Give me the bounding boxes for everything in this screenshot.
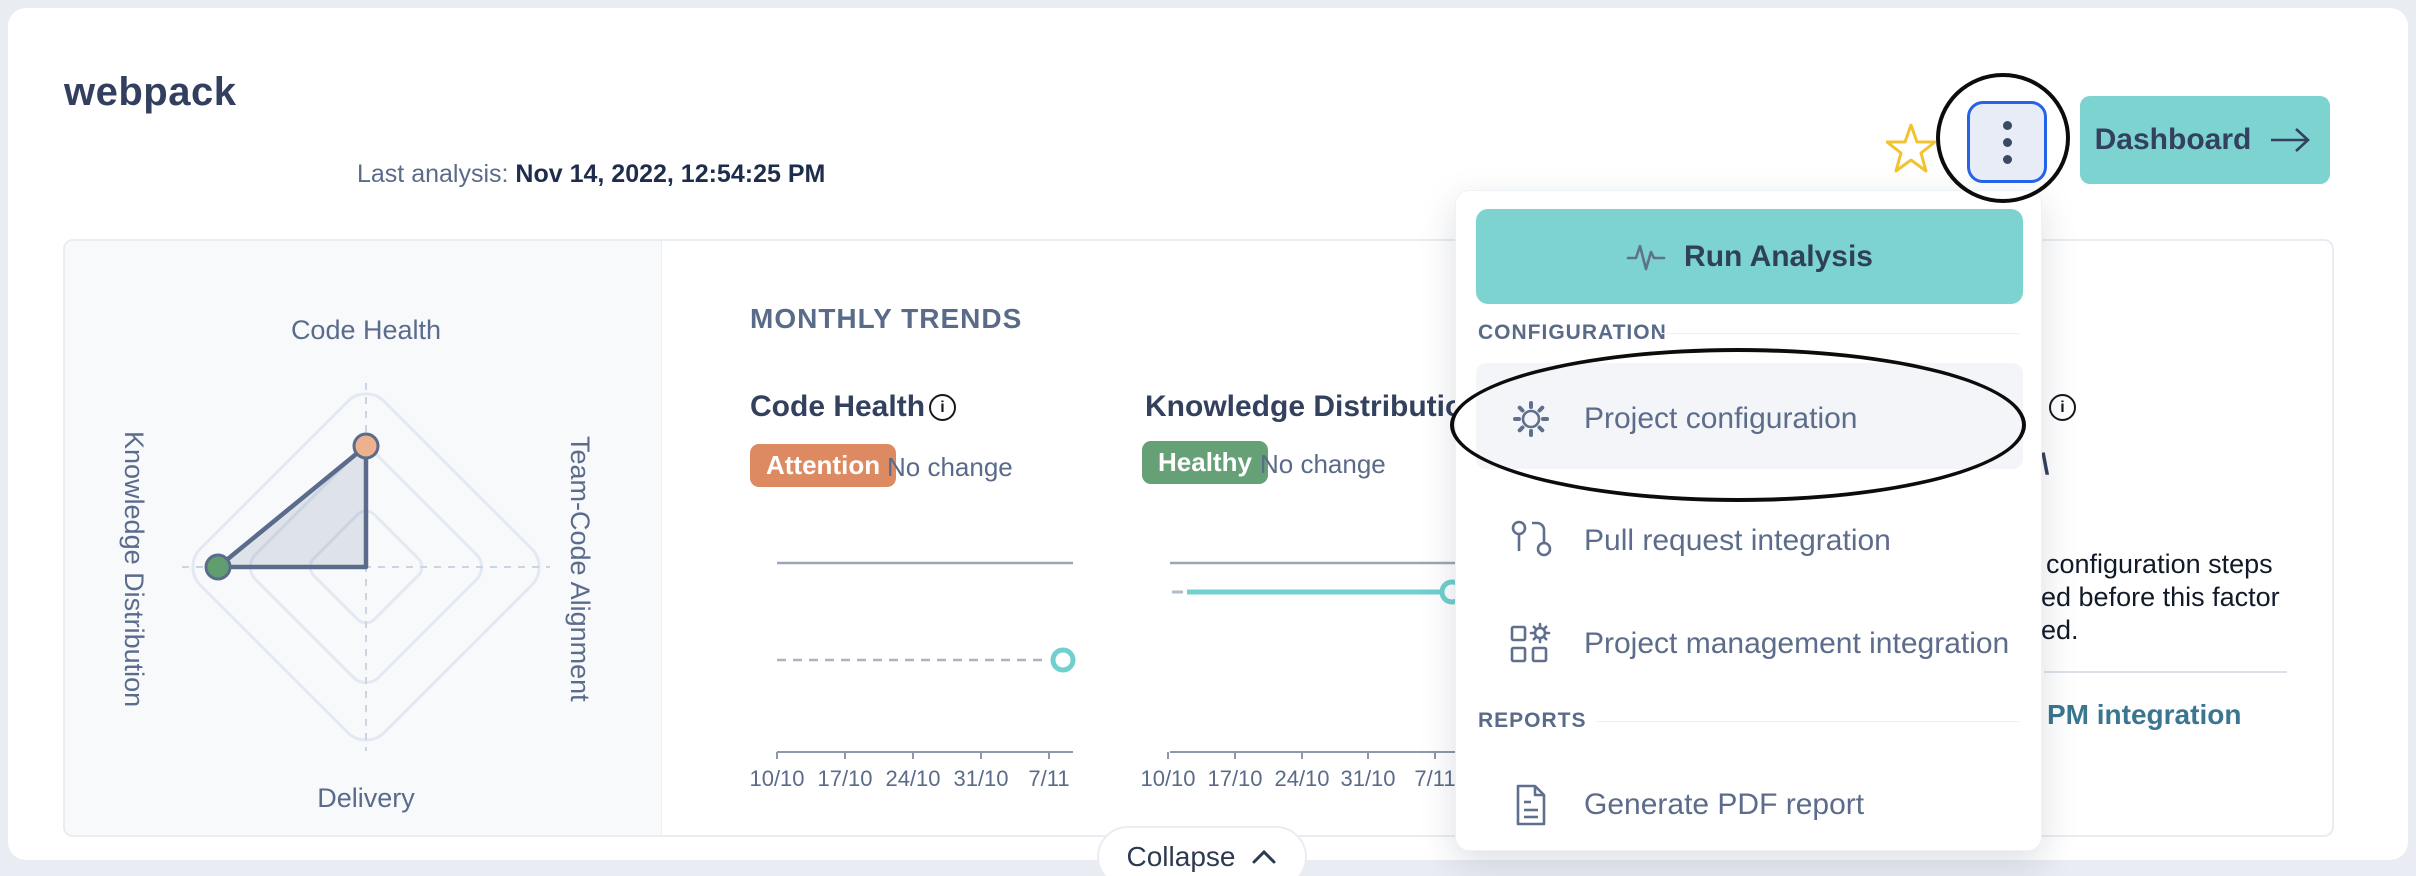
menu-item-project-management-integration[interactable]: Project management integration bbox=[1476, 609, 2023, 679]
run-analysis-button[interactable]: Run Analysis bbox=[1476, 209, 2023, 304]
radar-axis-top-label: Code Health bbox=[290, 315, 442, 345]
info-icon[interactable]: i bbox=[929, 394, 956, 421]
collapse-button[interactable]: Collapse bbox=[1097, 826, 1307, 876]
menu-item-label: Pull request integration bbox=[1584, 524, 1891, 557]
radar-axis-left-label: Knowledge Distribution bbox=[119, 430, 149, 708]
x-tick: 10/10 bbox=[1140, 766, 1196, 791]
menu-item-project-configuration[interactable]: Project configuration bbox=[1476, 384, 2023, 454]
menu-item-highlight bbox=[1476, 363, 2023, 469]
x-tick: 7/11 bbox=[1028, 766, 1070, 791]
gear-icon bbox=[1508, 396, 1554, 442]
radar-point-knowledge-distribution bbox=[204, 553, 232, 581]
divider bbox=[2044, 671, 2287, 673]
arrow-right-icon bbox=[2271, 128, 2311, 152]
radar-axis-bottom-label: Delivery bbox=[317, 783, 415, 813]
favorite-star-icon[interactable] bbox=[1886, 122, 1936, 178]
radar-axis-right-label: Team-Code Alignment bbox=[565, 436, 595, 702]
run-analysis-label: Run Analysis bbox=[1684, 239, 1873, 273]
delivery-text-line: ed. bbox=[2041, 615, 2079, 645]
partial-text-fragment: \ bbox=[2041, 448, 2050, 481]
radar-point-code-health bbox=[352, 432, 380, 460]
x-tick: 24/10 bbox=[1274, 766, 1330, 791]
sparkline-code-health bbox=[776, 561, 1076, 759]
document-icon bbox=[1508, 782, 1554, 828]
divider bbox=[1661, 333, 2019, 334]
dashboard-button-label: Dashboard bbox=[2094, 123, 2252, 156]
menu-item-generate-pdf-report[interactable]: Generate PDF report bbox=[1476, 770, 2023, 840]
pulse-icon bbox=[1626, 244, 1666, 270]
dashboard-button[interactable]: Dashboard bbox=[2080, 96, 2330, 184]
menu-item-label: Generate PDF report bbox=[1584, 788, 1865, 821]
pull-request-icon bbox=[1508, 518, 1554, 564]
kebab-dot bbox=[2002, 137, 2012, 147]
x-tick: 10/10 bbox=[749, 766, 805, 791]
last-analysis-label: Last analysis: bbox=[357, 160, 509, 188]
info-icon[interactable]: i bbox=[2049, 394, 2076, 421]
menu-section-configuration: CONFIGURATION bbox=[1478, 321, 1667, 344]
kebab-dot bbox=[2002, 154, 2012, 164]
x-tick: 24/10 bbox=[885, 766, 941, 791]
page-title: webpack bbox=[64, 70, 237, 114]
collapse-label: Collapse bbox=[1126, 841, 1236, 872]
x-tick: 31/10 bbox=[1340, 766, 1396, 791]
menu-item-pull-request-integration[interactable]: Pull request integration bbox=[1476, 506, 2023, 576]
x-tick: 17/10 bbox=[817, 766, 873, 791]
divider bbox=[1596, 721, 2019, 722]
kebab-menu-button[interactable] bbox=[1967, 101, 2047, 183]
trend-change-label: No change bbox=[887, 452, 1013, 482]
delivery-text-line: configuration steps bbox=[2046, 549, 2273, 579]
last-analysis-value: Nov 14, 2022, 12:54:25 PM bbox=[515, 160, 826, 188]
status-badge-attention: Attention bbox=[750, 444, 897, 487]
x-tick: 17/10 bbox=[1207, 766, 1263, 791]
radar-panel: Code Health Delivery Knowledge Distribut… bbox=[65, 241, 662, 835]
pm-integration-link[interactable]: PM integration bbox=[2047, 699, 2242, 730]
trend-title-code-health: Code Health bbox=[750, 390, 926, 423]
radar-chart bbox=[182, 383, 550, 751]
menu-item-label: Project management integration bbox=[1584, 627, 2010, 660]
menu-section-reports: REPORTS bbox=[1478, 709, 1587, 732]
kebab-dot bbox=[2002, 120, 2012, 130]
squares-gear-icon bbox=[1508, 621, 1554, 667]
x-tick: 31/10 bbox=[953, 766, 1009, 791]
trend-change-label: No change bbox=[1260, 449, 1386, 479]
status-badge-healthy: Healthy bbox=[1142, 441, 1268, 484]
last-analysis: Last analysis: Nov 14, 2022, 12:54:25 PM bbox=[357, 160, 825, 189]
monthly-trends-title: MONTHLY TRENDS bbox=[750, 303, 1023, 334]
x-tick: 7/11 bbox=[1414, 766, 1456, 791]
chevron-up-icon bbox=[1252, 849, 1276, 864]
delivery-text-line: ed before this factor bbox=[2041, 582, 2280, 612]
menu-item-label: Project configuration bbox=[1584, 402, 1858, 435]
trend-title-knowledge-distribution: Knowledge Distribution bbox=[1145, 390, 1482, 423]
sparkline-knowledge-distribution bbox=[1167, 561, 1465, 759]
project-actions-menu: Run Analysis CONFIGURATION Project confi… bbox=[1455, 190, 2042, 851]
